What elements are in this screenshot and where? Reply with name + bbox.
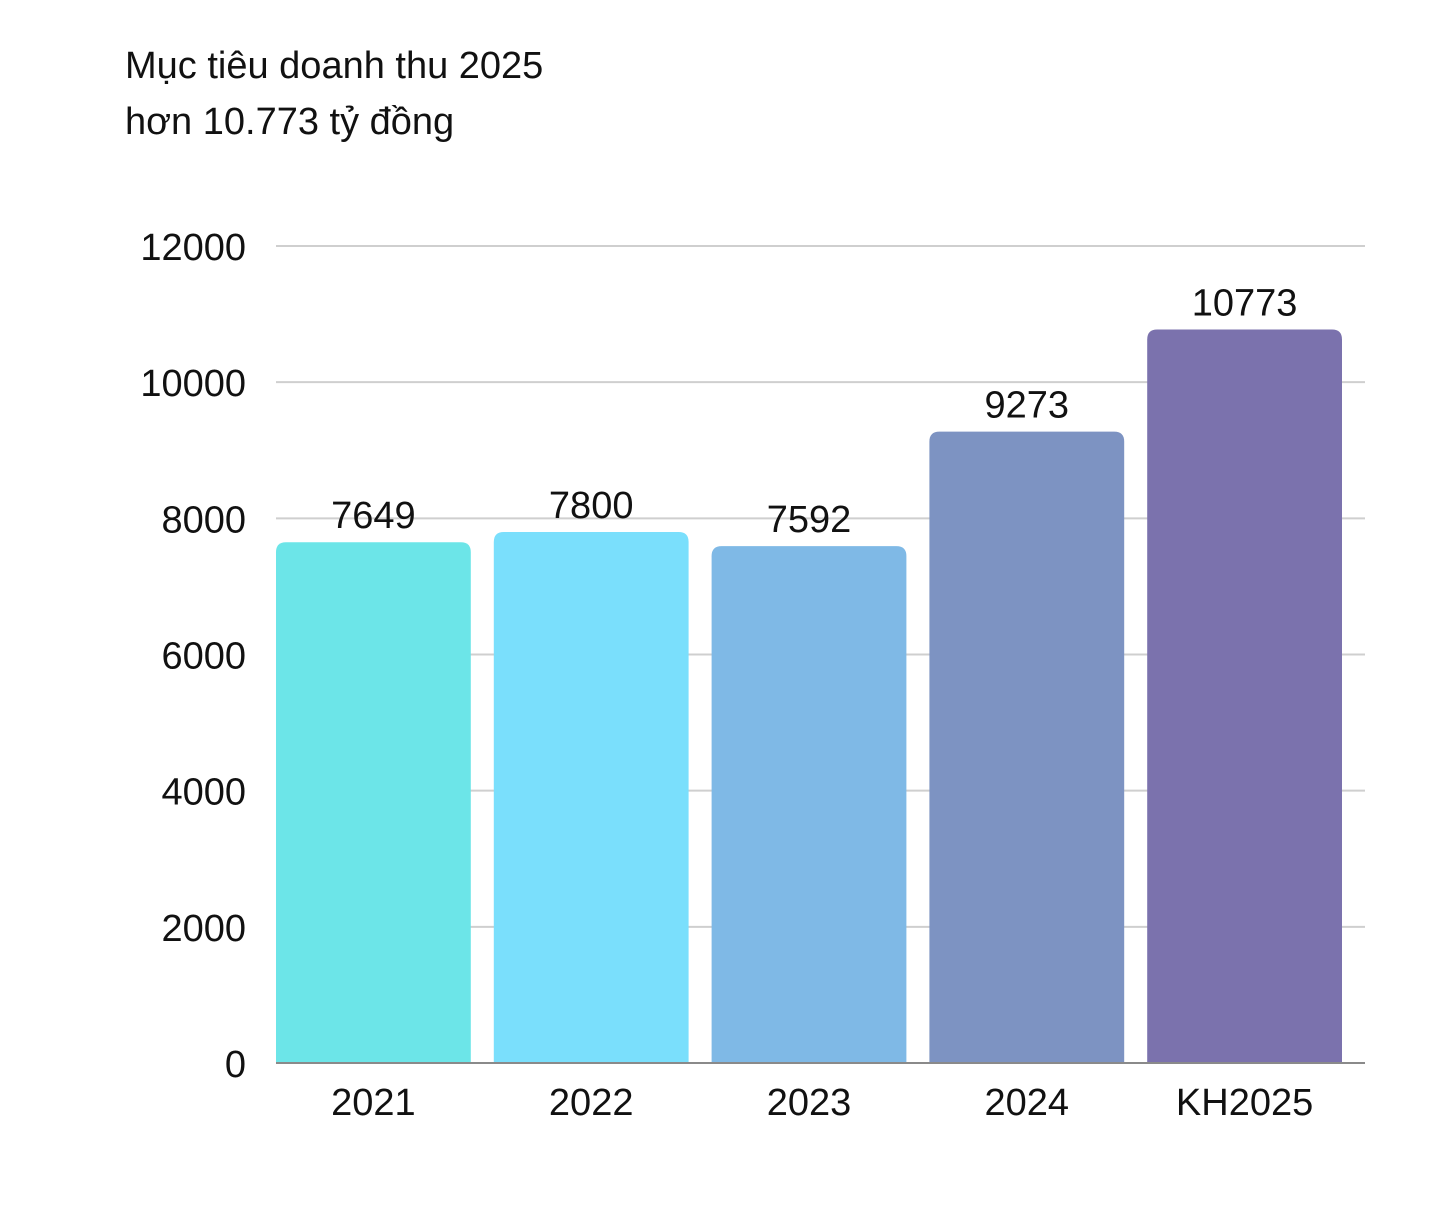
y-axis: 0 2000 4000 6000 8000 10000 12000 [140,227,246,1086]
x-tick-label: 2024 [985,1082,1070,1124]
y-tick-label: 10000 [140,363,246,405]
x-tick-label: 2023 [767,1082,852,1124]
y-tick-label: 2000 [161,908,246,950]
bar-kh2025 [1147,329,1342,1064]
y-tick-label: 12000 [140,227,246,269]
bar-value-label: 7649 [331,495,416,537]
y-tick-label: 4000 [161,772,246,814]
x-axis: 2021 2022 2023 2024 KH2025 [276,1062,1365,1124]
bar-value-label: 7800 [549,485,634,527]
bar-2021 [276,542,471,1063]
y-tick-label: 6000 [161,636,246,678]
bar-value-label: 9273 [985,385,1070,427]
y-tick-label: 8000 [161,499,246,541]
bar-2022 [493,531,689,1063]
bar-2023 [711,546,907,1063]
y-tick-label: 0 [225,1044,246,1086]
x-tick-label: 2022 [549,1082,634,1124]
bars: 7649 7800 7592 9273 10773 [276,283,1342,1064]
chart-title: Mục tiêu doanh thu 2025 [125,45,544,87]
x-tick-label: KH2025 [1176,1082,1313,1124]
bar-2024 [929,431,1125,1064]
x-tick-label: 2021 [331,1082,416,1124]
bar-value-label: 7592 [767,499,852,541]
chart-title-block: Mục tiêu doanh thu 2025 hơn 10.773 tỷ đồ… [125,38,543,150]
bar-value-label: 10773 [1192,283,1298,325]
chart-subtitle: hơn 10.773 tỷ đồng [125,101,455,143]
